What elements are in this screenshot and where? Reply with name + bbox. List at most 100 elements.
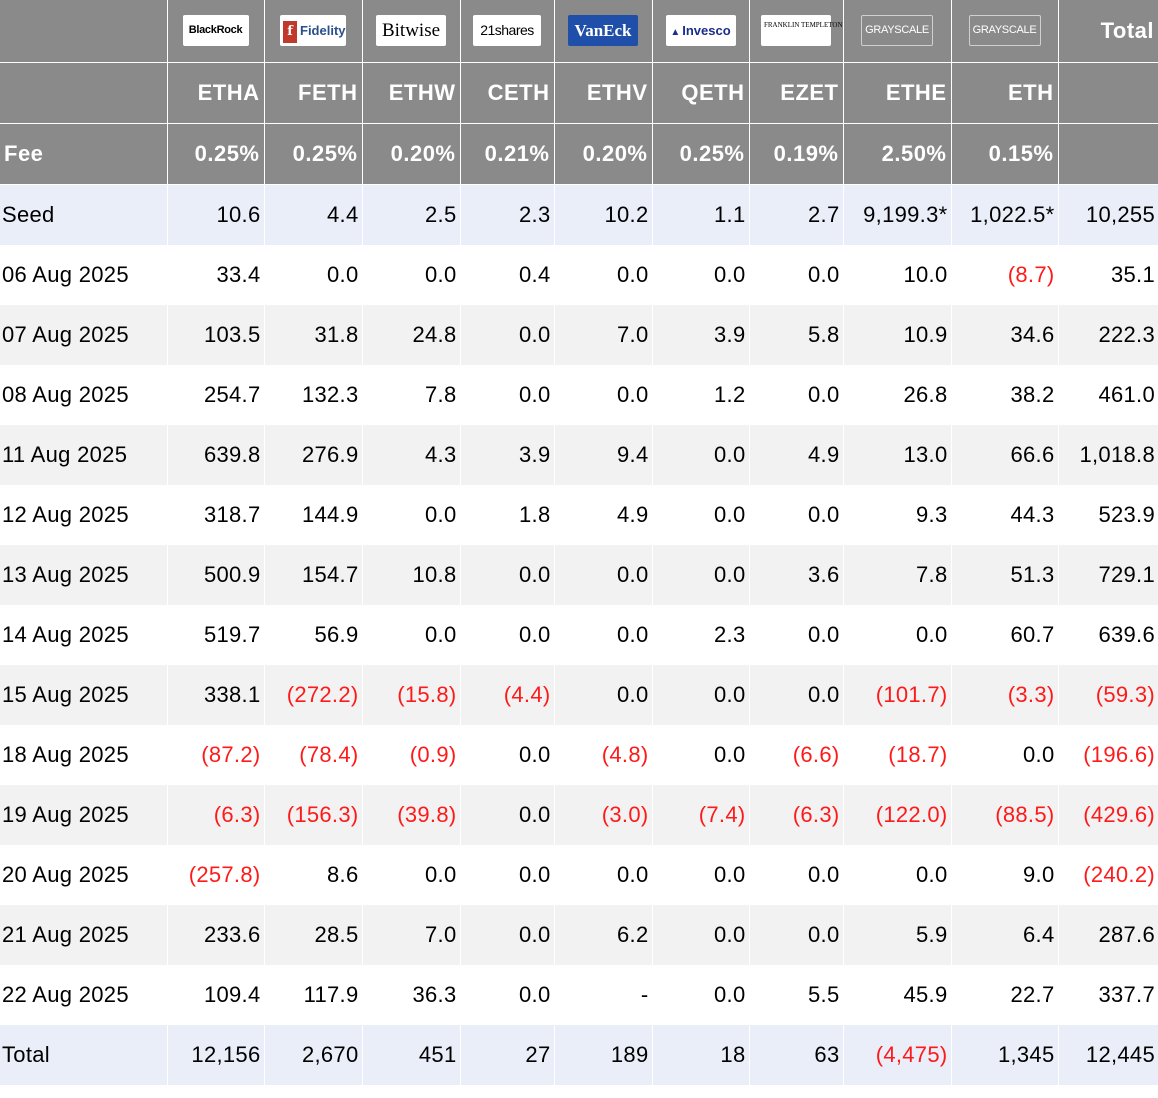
flow-cell: 0.0 [651, 544, 749, 605]
flow-cell: (272.2) [263, 664, 362, 725]
row-label: 18 Aug 2025 [0, 724, 167, 785]
flow-cell: 0.0 [459, 904, 554, 965]
flow-cell: 0.0 [459, 724, 554, 785]
flow-cell: 500.9 [166, 544, 264, 605]
flow-cell: (18.7) [842, 724, 951, 785]
fee-value: 0.25% [263, 123, 362, 185]
flow-cell: 4.9 [748, 424, 843, 485]
table-row: 06 Aug 2025 33.4 0.0 0.0 0.4 0.0 0.0 0.0 10.0 (8.… [0, 244, 1158, 305]
flow-cell: 9.3 [842, 484, 951, 545]
flow-cell: 5.9 [842, 904, 951, 965]
flow-cell: 51.3 [950, 544, 1058, 605]
fee-value: 0.19% [748, 123, 843, 185]
flow-cell: 0.0 [459, 604, 554, 665]
flow-cell: 2.7 [748, 184, 843, 245]
flow-cell: 2.3 [459, 184, 554, 245]
row-total-cell: (59.3) [1057, 664, 1158, 725]
flow-cell: 117.9 [263, 964, 362, 1025]
flow-cell: 63 [748, 1024, 843, 1085]
table-row: 19 Aug 2025 (6.3) (156.3) (39.8) 0.0 (3.0) (7.… [0, 784, 1158, 845]
flow-cell: 66.6 [950, 424, 1058, 485]
flow-cell: 4.4 [263, 184, 362, 245]
flow-cell: (4.4) [459, 664, 554, 725]
flow-cell: (6.3) [166, 784, 264, 845]
total-row: Total 12,156 2,670 451 27 189 18 63 (4,475) 1,345… [0, 1024, 1158, 1085]
ticker-header: CETH [459, 62, 554, 124]
flow-cell: 0.0 [842, 604, 951, 665]
flow-cell: 0.0 [651, 904, 749, 965]
flow-cell: 144.9 [263, 484, 362, 545]
row-total-cell: 639.6 [1057, 604, 1158, 665]
franklin-templeton-logo: FRANKLIN TEMPLETON [761, 15, 843, 47]
flow-cell: (257.8) [166, 844, 264, 905]
flow-cell: 0.0 [361, 484, 460, 545]
ticker-header: ETHV [553, 62, 652, 124]
issuer-logo-cell: VanEck [553, 0, 652, 63]
row-total-cell: 523.9 [1057, 484, 1158, 545]
invesco-logo: ▲ Invesco [665, 15, 736, 47]
flow-cell: 0.0 [651, 964, 749, 1025]
flow-cell: 1,022.5* [950, 184, 1058, 245]
issuer-logo-cell: Bitwise [361, 0, 460, 63]
flow-cell: 233.6 [166, 904, 264, 965]
flow-cell: 0.0 [459, 964, 554, 1025]
row-total-cell: 1,018.8 [1057, 424, 1158, 485]
flow-cell: 0.0 [748, 904, 843, 965]
flow-cell: 0.0 [748, 364, 843, 425]
table-row: 08 Aug 2025 254.7 132.3 7.8 0.0 0.0 1.2 0.0 26.8… [0, 364, 1158, 425]
flow-cell: 189 [553, 1024, 652, 1085]
row-total-cell: 337.7 [1057, 964, 1158, 1025]
flow-cell: (156.3) [263, 784, 362, 845]
flow-cell: 3.9 [459, 424, 554, 485]
flow-cell: 9.4 [553, 424, 652, 485]
ticker-row-label [0, 62, 167, 124]
flow-cell: - [553, 964, 652, 1025]
fee-value: 0.20% [553, 123, 652, 185]
ticker-header: FETH [263, 62, 362, 124]
table-row: 14 Aug 2025 519.7 56.9 0.0 0.0 0.0 2.3 0.0 0.0 60… [0, 604, 1158, 665]
flow-cell: 0.0 [553, 544, 652, 605]
flow-cell: 1,345 [950, 1024, 1058, 1085]
blackrock-logo: BlackRock [182, 15, 249, 47]
flow-cell: 132.3 [263, 364, 362, 425]
flow-cell: (3.3) [950, 664, 1058, 725]
fee-value: 0.21% [459, 123, 554, 185]
row-label: 20 Aug 2025 [0, 844, 167, 905]
flow-cell: 7.0 [361, 904, 460, 965]
invesco-logo-text: Invesco [682, 23, 731, 39]
flow-cell: 10.2 [553, 184, 652, 245]
table-row: 15 Aug 2025 338.1 (272.2) (15.8) (4.4) 0.0 0.0… [0, 664, 1158, 725]
ticker-header-empty [1057, 62, 1158, 124]
flow-cell: 1.2 [651, 364, 749, 425]
flow-cell: 0.0 [748, 484, 843, 545]
issuer-logo-cell: GRAYSCALE [950, 0, 1058, 63]
flow-cell: 31.8 [263, 304, 362, 365]
flow-cell: 0.0 [263, 244, 362, 305]
issuer-logo-cell: FRANKLIN TEMPLETON [748, 0, 843, 63]
ticker-row: ETHA FETH ETHW CETH ETHV QETH EZET ETHE … [0, 62, 1158, 124]
flow-cell: 0.0 [651, 664, 749, 725]
flow-cell: (8.7) [950, 244, 1058, 305]
flow-cell: (3.0) [553, 784, 652, 845]
total-column-header: Total [1057, 0, 1158, 63]
flow-cell: 38.2 [950, 364, 1058, 425]
grayscale-logo: GRAYSCALE [861, 15, 933, 47]
flow-cell: 13.0 [842, 424, 951, 485]
flow-cell: 36.3 [361, 964, 460, 1025]
flow-cell: 0.0 [748, 244, 843, 305]
row-total-cell: 729.1 [1057, 544, 1158, 605]
issuer-logo-cell: 21shares [459, 0, 554, 63]
flow-cell: 7.0 [553, 304, 652, 365]
flow-cell: 26.8 [842, 364, 951, 425]
row-label: 21 Aug 2025 [0, 904, 167, 965]
flow-cell: 0.0 [361, 244, 460, 305]
row-label: 08 Aug 2025 [0, 364, 167, 425]
ticker-header: QETH [651, 62, 749, 124]
fee-value: 0.25% [166, 123, 264, 185]
flow-table-body: Seed 10.6 4.4 2.5 2.3 10.2 1.1 2.7 9,199.3* 1,022… [0, 184, 1158, 1085]
row-label: 11 Aug 2025 [0, 424, 167, 485]
flow-cell: 28.5 [263, 904, 362, 965]
flow-cell: 44.3 [950, 484, 1058, 545]
flow-cell: 9,199.3* [842, 184, 951, 245]
flow-cell: 639.8 [166, 424, 264, 485]
